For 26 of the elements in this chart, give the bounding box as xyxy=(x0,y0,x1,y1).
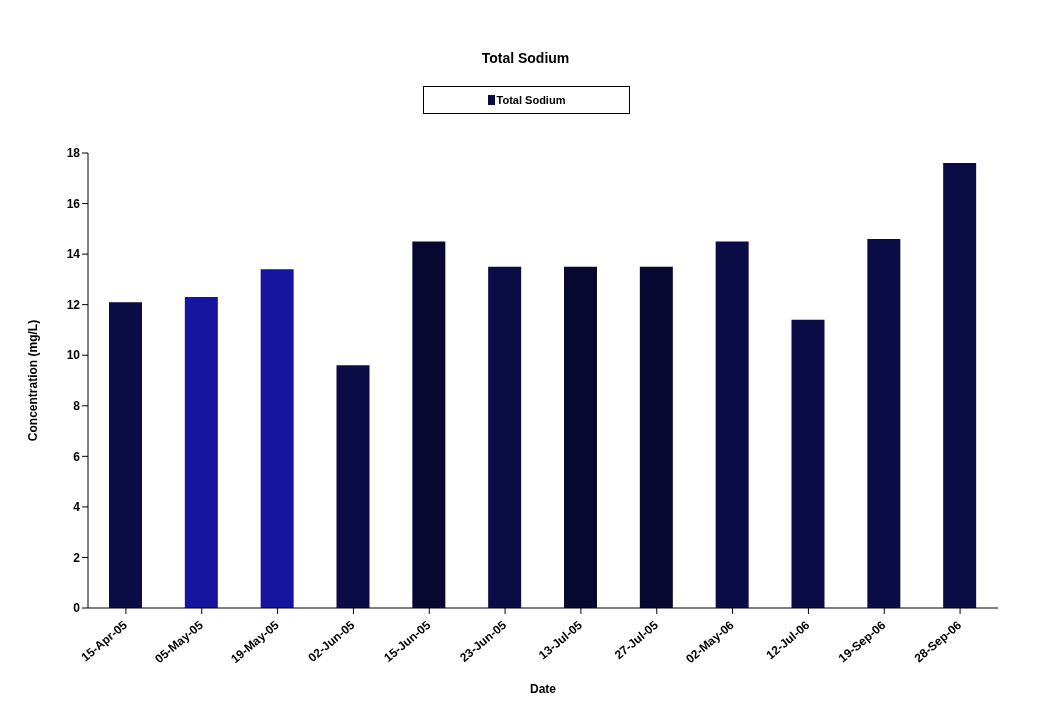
bar xyxy=(260,269,294,608)
y-tick-label: 0 xyxy=(73,601,81,616)
bar xyxy=(943,163,977,608)
bar xyxy=(184,297,218,608)
bar xyxy=(639,266,673,608)
chart-title: Total Sodium xyxy=(480,50,571,66)
bar xyxy=(564,266,597,608)
bar xyxy=(715,241,749,608)
bar xyxy=(336,365,370,608)
y-tick-label: 4 xyxy=(73,500,81,515)
y-tick-label: 10 xyxy=(66,348,81,363)
bar xyxy=(412,241,446,608)
bar xyxy=(488,266,522,608)
y-tick-label: 18 xyxy=(66,146,81,161)
x-axis-title: Date xyxy=(529,682,557,696)
bar xyxy=(867,238,901,608)
legend-label: Total Sodium xyxy=(495,94,566,106)
y-tick-label: 8 xyxy=(73,399,81,414)
y-tick-label: 12 xyxy=(66,297,81,312)
bar xyxy=(109,302,142,608)
y-axis-title: Concentration (mg/L) xyxy=(26,319,41,442)
bar xyxy=(791,319,825,608)
y-tick-label: 14 xyxy=(66,247,81,262)
y-tick-label: 2 xyxy=(73,550,81,565)
y-tick-label: 6 xyxy=(73,449,81,464)
y-tick-label: 16 xyxy=(66,196,81,211)
